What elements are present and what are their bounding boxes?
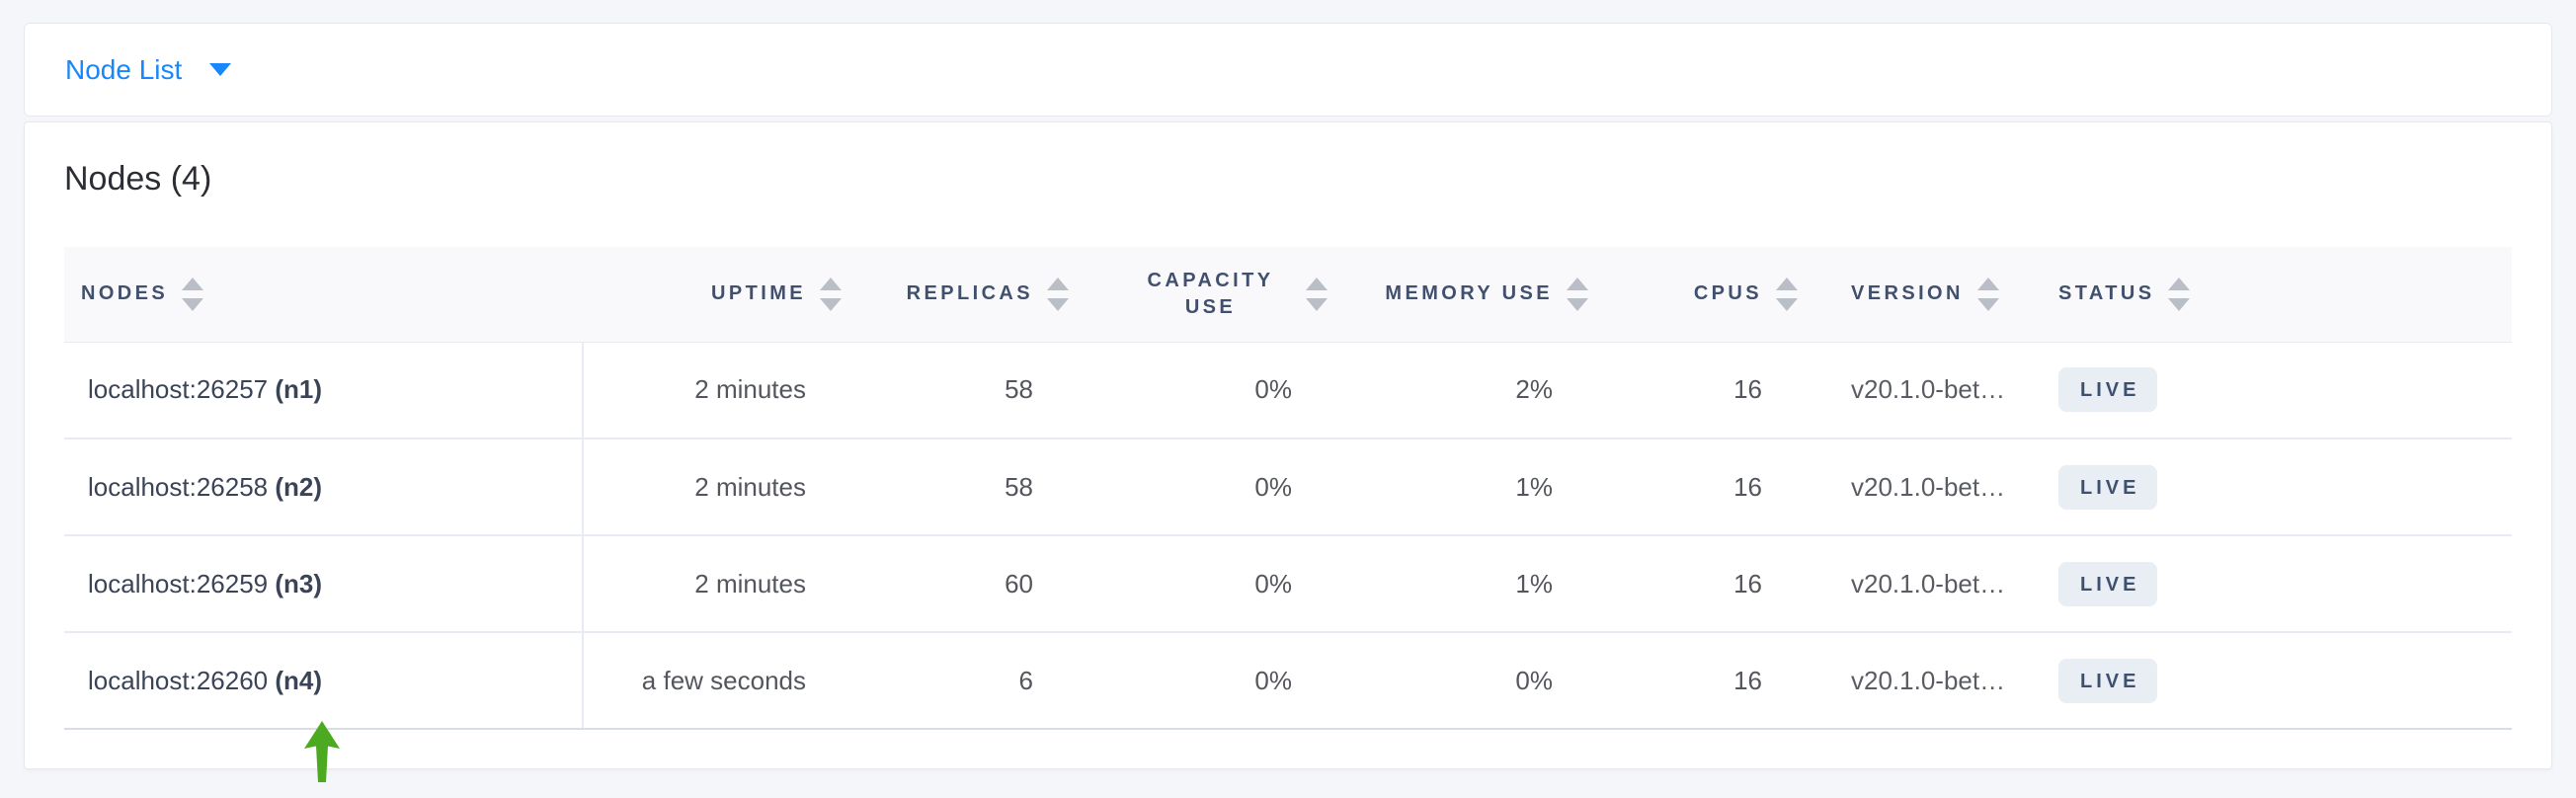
column-label-nodes: NODES [81, 282, 169, 305]
sort-icon [2168, 277, 2191, 311]
view-mode-label: Node List [65, 53, 183, 85]
node-capacity_use-cell: 0% [1088, 632, 1347, 730]
column-label-version: VERSION [1851, 282, 1964, 305]
node-capacity_use-cell: 0% [1088, 535, 1347, 633]
node-memory_use-cell: 0% [1347, 632, 1608, 730]
node-row-4: localhost:26260 (n4) a few seconds 6 0% 0% 16… [64, 632, 2512, 730]
node-status-cell: LIVE [2025, 439, 2512, 536]
column-label-status: STATUS [2058, 282, 2155, 305]
node-memory_use-cell: 2% [1347, 342, 1608, 439]
node-cpus-cell: 16 [1608, 632, 1817, 730]
nodes-card: Nodes (4) NODES UPTIME REPLICAS CAPACITY US… [24, 121, 2552, 769]
node-uptime-cell: a few seconds [583, 632, 861, 730]
table-header: NODES UPTIME REPLICAS CAPACITY USE MEMORY US… [64, 247, 2512, 343]
column-label-memory_use: MEMORY USE [1385, 282, 1553, 305]
column-header-nodes[interactable]: NODES [64, 247, 583, 343]
node-version-cell: v20.1.0-bet… [1817, 535, 2025, 633]
chevron-down-icon [209, 63, 232, 76]
node-cpus-cell: 16 [1608, 535, 1817, 633]
node-cpus-cell: 16 [1608, 342, 1817, 439]
node-status-cell: LIVE [2025, 632, 2512, 730]
column-header-cpus[interactable]: CPUS [1608, 247, 1817, 343]
column-label-uptime: UPTIME [711, 282, 806, 305]
node-replicas-cell: 6 [861, 632, 1088, 730]
sort-icon [1567, 277, 1588, 311]
node-capacity_use-cell: 0% [1088, 439, 1347, 536]
node-address: localhost:26257 [88, 374, 269, 405]
column-header-version[interactable]: VERSION [1817, 247, 2025, 343]
table-body: localhost:26257 (n1) 2 minutes 58 0% 2% 16 v20… [64, 342, 2512, 730]
node-replicas-cell: 58 [861, 342, 1088, 439]
status-badge: LIVE [2058, 367, 2158, 413]
nodes-table: NODES UPTIME REPLICAS CAPACITY USE MEMORY US… [64, 247, 2512, 730]
node-uptime-cell: 2 minutes [583, 535, 861, 633]
page-title: Nodes (4) [64, 160, 212, 198]
node-uptime-cell: 2 minutes [583, 439, 861, 536]
column-header-capacity_use[interactable]: CAPACITY USE [1088, 247, 1347, 343]
node-address-cell: localhost:26258 (n2) [64, 439, 584, 536]
node-row-1: localhost:26257 (n1) 2 minutes 58 0% 2% 16 v20… [64, 342, 2512, 439]
node-replicas-cell: 58 [861, 439, 1088, 536]
sort-icon [1047, 277, 1069, 311]
node-memory_use-cell: 1% [1347, 439, 1608, 536]
column-header-memory_use[interactable]: MEMORY USE [1347, 247, 1608, 343]
column-label-capacity_use: CAPACITY USE [1147, 269, 1274, 318]
sort-icon [1306, 277, 1328, 311]
node-replicas-cell: 60 [861, 535, 1088, 633]
node-version-cell: v20.1.0-bet… [1817, 342, 2025, 439]
node-address: localhost:26258 [88, 471, 269, 502]
column-header-replicas[interactable]: REPLICAS [861, 247, 1088, 343]
node-id: (n1) [275, 374, 323, 405]
view-mode-dropdown[interactable]: Node List [65, 53, 232, 86]
status-badge: LIVE [2058, 561, 2158, 606]
node-version-cell: v20.1.0-bet… [1817, 439, 2025, 536]
table-header-row: NODES UPTIME REPLICAS CAPACITY USE MEMORY US… [64, 247, 2512, 343]
sort-icon [820, 277, 842, 311]
node-version-cell: v20.1.0-bet… [1817, 632, 2025, 730]
node-status-cell: LIVE [2025, 535, 2512, 633]
column-label-replicas: REPLICAS [906, 282, 1033, 305]
column-header-uptime[interactable]: UPTIME [583, 247, 861, 343]
node-id: (n4) [275, 665, 323, 695]
node-id: (n3) [275, 568, 323, 598]
node-id: (n2) [275, 471, 323, 502]
node-status-cell: LIVE [2025, 342, 2512, 439]
node-uptime-cell: 2 minutes [583, 342, 861, 439]
node-memory_use-cell: 1% [1347, 535, 1608, 633]
node-row-2: localhost:26258 (n2) 2 minutes 58 0% 1% 16 v20… [64, 439, 2512, 536]
column-header-status[interactable]: STATUS [2025, 247, 2512, 343]
node-address: localhost:26260 [88, 665, 269, 695]
column-label-cpus: CPUS [1693, 282, 1762, 305]
node-address-cell: localhost:26257 (n1) [64, 342, 584, 439]
sort-icon [1976, 277, 1999, 311]
status-badge: LIVE [2058, 658, 2158, 703]
node-cpus-cell: 16 [1608, 439, 1817, 536]
status-badge: LIVE [2058, 464, 2158, 510]
node-capacity_use-cell: 0% [1088, 342, 1347, 439]
sort-icon [182, 277, 204, 311]
sort-icon [1776, 277, 1798, 311]
node-address-cell: localhost:26260 (n4) [64, 632, 584, 730]
node-row-3: localhost:26259 (n3) 2 minutes 60 0% 1% 16 v20… [64, 535, 2512, 633]
node-address-cell: localhost:26259 (n3) [64, 535, 584, 633]
page-toolbar: Node List [24, 23, 2552, 117]
annotation-arrow-icon [304, 721, 340, 782]
node-address: localhost:26259 [88, 568, 269, 598]
